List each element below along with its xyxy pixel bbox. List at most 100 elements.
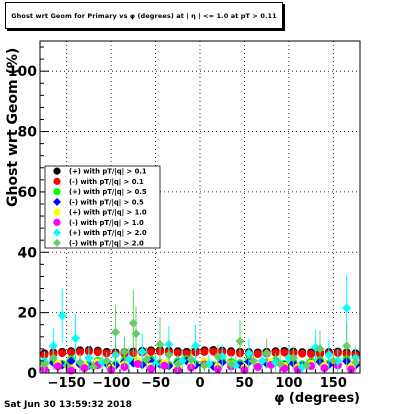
data-point	[155, 339, 165, 349]
legend-marker	[53, 218, 61, 226]
data-point	[307, 349, 316, 358]
data-point	[226, 359, 236, 369]
data-point	[88, 362, 98, 372]
data-point	[48, 353, 58, 363]
legend-marker	[53, 238, 61, 247]
data-point	[280, 364, 289, 373]
y-tick-label: 100	[8, 64, 37, 80]
x-tick-label: 100	[275, 376, 302, 391]
data-point	[271, 348, 280, 357]
data-point	[164, 350, 174, 360]
data-point	[147, 364, 156, 373]
data-point	[342, 341, 352, 351]
data-point	[315, 344, 325, 354]
data-point	[67, 348, 76, 357]
y-tick-label: 0	[27, 366, 37, 382]
y-tick-label: 40	[18, 245, 38, 261]
data-point	[302, 360, 312, 370]
data-point	[199, 360, 209, 370]
timestamp: Sat Jun 30 13:59:32 2018	[4, 400, 132, 410]
legend-marker	[53, 188, 61, 196]
legend-label: (+) with pT/|q| > 1.0	[69, 209, 147, 218]
data-point	[280, 348, 289, 357]
legend-marker	[53, 208, 61, 216]
data-point	[57, 311, 67, 321]
data-series	[39, 274, 361, 375]
x-tick-label: −100	[92, 376, 130, 391]
legend-label: (-) with pT/|q| > 0.5	[69, 198, 144, 207]
data-point	[257, 356, 267, 366]
data-point	[275, 359, 285, 369]
legend-label: (+) with pT/|q| > 0.5	[69, 188, 147, 197]
legend-label: (-) with pT/|q| > 2.0	[69, 239, 144, 248]
x-axis-label: φ (degrees)	[274, 391, 360, 406]
data-point	[133, 359, 142, 368]
data-point	[53, 362, 62, 371]
series-8	[39, 290, 361, 373]
data-point	[320, 364, 329, 373]
data-point	[147, 347, 156, 356]
legend-marker	[53, 167, 61, 175]
data-point	[131, 329, 141, 339]
data-point	[298, 349, 307, 358]
data-point	[191, 341, 201, 351]
legend-label: (+) with pT/|q| > 2.0	[69, 229, 147, 238]
data-point	[227, 348, 236, 357]
data-point	[173, 359, 183, 369]
data-point	[93, 348, 102, 357]
data-point	[119, 347, 129, 357]
data-point	[142, 354, 152, 364]
data-point	[39, 359, 49, 369]
data-point	[71, 333, 81, 343]
data-point	[151, 359, 161, 369]
y-tick-label: 20	[18, 306, 38, 322]
data-point	[351, 357, 361, 367]
legend-marker	[53, 197, 61, 206]
legend: (+) with pT/|q| > 0.1(-) with pT/|q| > 0…	[44, 165, 161, 249]
data-point	[235, 336, 245, 346]
chart-title: Ghost wrt Geom for Primary vs φ (degrees…	[11, 12, 277, 20]
data-point	[186, 354, 196, 364]
data-point	[209, 347, 218, 356]
data-point	[124, 354, 134, 364]
legend-marker	[53, 177, 61, 185]
x-tick-label: −150	[48, 376, 86, 391]
legend-marker	[53, 228, 61, 237]
legend-label: (-) with pT/|q| > 1.0	[69, 219, 144, 228]
data-point	[213, 351, 223, 361]
data-point	[244, 348, 254, 358]
data-point	[84, 353, 94, 363]
x-tick-label: 50	[235, 376, 253, 391]
data-point	[173, 348, 182, 357]
data-point	[160, 361, 169, 370]
x-tick-label: 150	[320, 376, 347, 391]
legend-label: (-) with pT/|q| > 0.1	[69, 178, 144, 187]
data-point	[102, 356, 112, 366]
data-point	[342, 303, 352, 313]
data-point	[75, 357, 85, 367]
data-point	[76, 347, 84, 356]
x-tick-label: 0	[195, 376, 204, 391]
data-point	[200, 347, 209, 356]
y-axis-label: Ghost wrt Geom (%)	[5, 47, 21, 207]
data-point	[262, 348, 272, 358]
x-tick-label: −50	[141, 376, 170, 391]
data-point	[80, 364, 89, 373]
data-point	[253, 349, 262, 358]
chart-title-box: Ghost wrt Geom for Primary vs φ (degrees…	[5, 2, 283, 29]
data-point	[111, 327, 121, 337]
data-point	[248, 356, 258, 366]
data-point	[58, 349, 67, 358]
y-tick-label: 80	[18, 125, 38, 141]
y-tick-label: 60	[18, 185, 38, 201]
data-point	[324, 350, 334, 360]
data-point	[137, 347, 147, 357]
grid-lines	[40, 41, 360, 373]
data-point	[253, 362, 262, 371]
legend-box	[44, 165, 161, 249]
axes: −150 −100 −50 0 50 100 150 0 20 40 60 80 100	[8, 40, 361, 391]
legend-label: (+) with pT/|q| > 0.1	[69, 168, 147, 177]
data-point	[288, 353, 298, 363]
data-point	[328, 356, 338, 366]
